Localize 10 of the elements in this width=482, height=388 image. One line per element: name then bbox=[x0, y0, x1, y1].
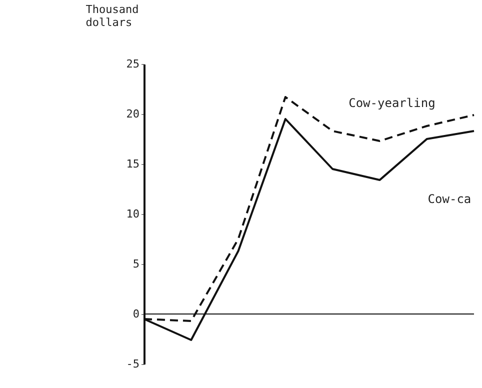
y-tick-label: 10 bbox=[126, 208, 140, 220]
annotation: Cow-ca bbox=[428, 192, 472, 206]
y-tick-label: 5 bbox=[132, 258, 140, 270]
y-axis-title: Thousand dollars bbox=[86, 3, 139, 29]
y-tick-label: -5 bbox=[126, 358, 140, 370]
annotation: Cow-yearling bbox=[348, 96, 436, 110]
y-tick-label: 15 bbox=[126, 158, 140, 170]
y-tick-label: 0 bbox=[132, 308, 140, 320]
y-tick-label: 25 bbox=[126, 58, 140, 70]
y-tick-label: 20 bbox=[126, 108, 140, 120]
